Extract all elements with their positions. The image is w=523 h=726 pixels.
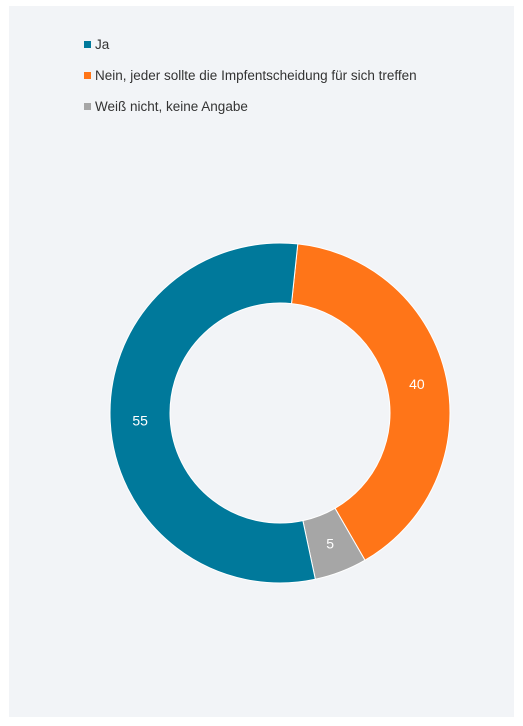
legend-label-ja: Ja bbox=[95, 37, 110, 52]
slice-ja bbox=[109, 242, 316, 584]
chart-legend: Ja Nein, jeder sollte die Impfentscheidu… bbox=[84, 36, 417, 129]
slice-nein bbox=[290, 243, 451, 561]
data-label-nein: 40 bbox=[409, 376, 425, 392]
legend-swatch-weiss-nicht bbox=[84, 103, 91, 110]
legend-swatch-nein bbox=[84, 72, 91, 79]
data-label-ja: 55 bbox=[132, 412, 148, 428]
donut-slices bbox=[109, 242, 451, 584]
legend-item-weiss-nicht: Weiß nicht, keine Angabe bbox=[84, 98, 417, 115]
legend-item-ja: Ja bbox=[84, 36, 417, 53]
data-label-weiss-nicht: 5 bbox=[326, 536, 334, 552]
legend-item-nein: Nein, jeder sollte die Impfentscheidung … bbox=[84, 67, 417, 84]
legend-label-weiss-nicht: Weiß nicht, keine Angabe bbox=[95, 99, 248, 114]
legend-swatch-ja bbox=[84, 41, 91, 48]
legend-label-nein: Nein, jeder sollte die Impfentscheidung … bbox=[95, 68, 417, 83]
